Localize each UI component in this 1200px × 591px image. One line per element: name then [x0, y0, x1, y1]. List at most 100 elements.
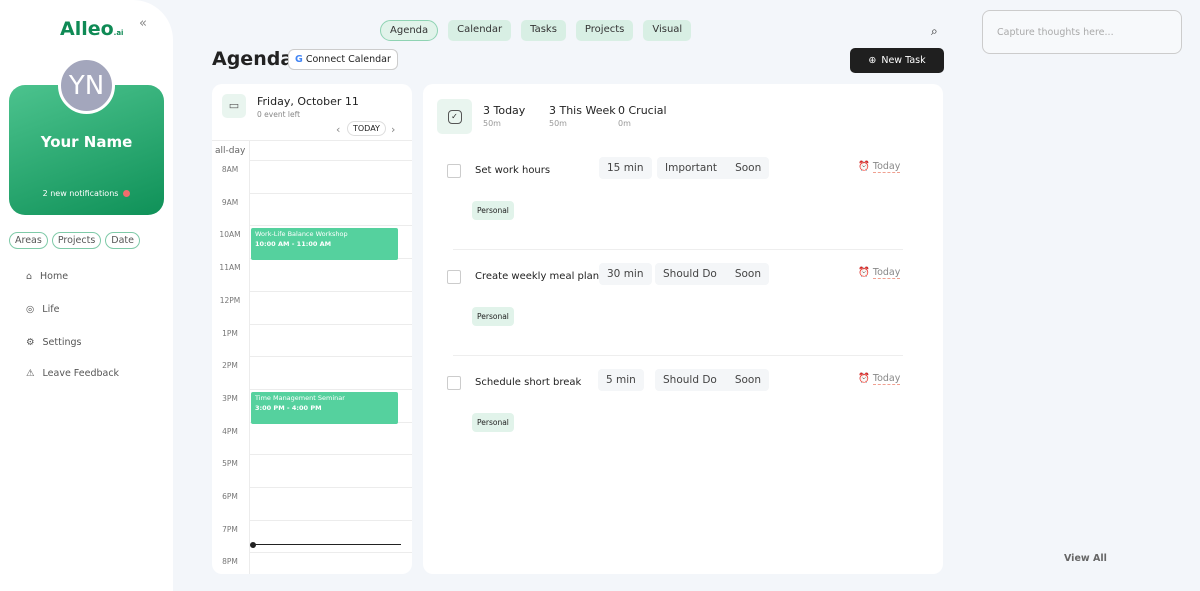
hour-label: 11AM [219, 263, 241, 273]
summary-crucial[interactable]: 0 Crucial 0m [618, 104, 667, 128]
hour-label: 3PM [222, 393, 238, 403]
capture-thoughts-input[interactable]: Capture thoughts here... [982, 10, 1182, 54]
calendar-event[interactable]: Time Management Seminar 3:00 PM - 4:00 PM [251, 391, 398, 424]
nav-life[interactable]: ◎ Life [26, 304, 166, 315]
task-tag[interactable]: Personal [472, 307, 514, 326]
hour-label: 9AM [221, 197, 239, 207]
task-tag[interactable]: Personal [472, 201, 514, 220]
alarm-icon: ⏰ [858, 161, 870, 172]
filter-areas[interactable]: Areas [9, 232, 48, 249]
logo-text: Alleo [60, 18, 114, 40]
hour-label: 1PM [222, 328, 238, 338]
now-dot [250, 542, 256, 548]
tab-projects[interactable]: Projects [575, 20, 634, 41]
task-title[interactable]: Set work hours [475, 165, 551, 176]
hour-line [249, 192, 412, 194]
task-priority[interactable]: Should Do Soon [655, 369, 769, 391]
nav-feedback[interactable]: ⚠ Leave Feedback [26, 368, 166, 379]
event-time: 10:00 AM - 11:00 AM [255, 240, 332, 249]
tab-calendar[interactable]: Calendar [448, 20, 512, 41]
hour-label: 2PM [222, 361, 238, 371]
event-title: Time Management Seminar [255, 393, 345, 402]
hour-label: 5PM [222, 459, 238, 469]
new-task-button[interactable]: ⊕ New Task [850, 48, 944, 73]
all-day-label: all-day [215, 146, 246, 156]
task-duration[interactable]: 30 min [599, 263, 652, 285]
view-all-link[interactable]: View All [1064, 553, 1107, 564]
task-duration[interactable]: 5 min [598, 369, 644, 391]
prev-day-icon[interactable]: ‹ [336, 123, 341, 136]
hour-line [249, 552, 412, 554]
user-name: Your Name [40, 133, 133, 151]
gear-icon: ⚙ [26, 337, 35, 348]
connect-calendar-label: Connect Calendar [305, 54, 391, 65]
today-button[interactable]: TODAY [347, 121, 386, 136]
hour-label: 12PM [219, 295, 241, 305]
task-due[interactable]: ⏰ Today [858, 161, 901, 173]
hour-line [249, 388, 412, 390]
tab-tasks[interactable]: Tasks [521, 20, 566, 41]
nav-label: Leave Feedback [42, 368, 120, 379]
next-day-icon[interactable]: › [391, 123, 396, 136]
search-icon[interactable]: ⌕ [931, 24, 938, 38]
calendar-event[interactable]: Work-Life Balance Workshop 10:00 AM - 11:… [251, 228, 398, 261]
collapse-sidebar-icon[interactable]: « [139, 16, 147, 31]
page-title: Agenda [212, 48, 294, 70]
notification-dot-icon [123, 190, 131, 197]
hour-line [249, 160, 412, 161]
task-tag[interactable]: Personal [472, 413, 514, 432]
top-nav: Agenda Calendar Tasks Projects Visual [380, 20, 692, 41]
tasks-panel: ✓ 3 Today 50m 3 This Week 50m 0 Crucial 0m … [423, 84, 943, 574]
google-icon: G [295, 54, 303, 65]
hour-line [249, 519, 412, 521]
nav-home[interactable]: ⌂ Home [26, 271, 166, 282]
hour-label: 7PM [222, 524, 238, 534]
tab-agenda[interactable]: Agenda [380, 20, 439, 41]
sidebar: Alleo.ai « YN Your Name 2 new notificati… [0, 0, 173, 591]
task-checkbox[interactable] [447, 270, 461, 284]
logo[interactable]: Alleo.ai [60, 18, 123, 40]
hour-label: 6PM [222, 492, 238, 501]
hour-line [249, 487, 412, 488]
nav-label: Home [40, 271, 69, 282]
events-left: 0 event left [257, 110, 301, 119]
summary-week[interactable]: 3 This Week 50m [549, 104, 616, 128]
nav-label: Settings [42, 337, 82, 348]
task-title[interactable]: Create weekly meal plan [475, 271, 600, 282]
hour-line [249, 356, 412, 358]
hour-label: 8PM [222, 557, 238, 567]
task-due[interactable]: ⏰ Today [858, 373, 901, 385]
event-time: 3:00 PM - 4:00 PM [255, 403, 322, 412]
calendar-panel: ▭ Friday, October 11 0 event left ‹ TODA… [212, 84, 412, 574]
tasks-check-icon: ✓ [437, 99, 472, 134]
task-priority[interactable]: Important Soon [657, 157, 770, 179]
task-checkbox[interactable] [447, 164, 461, 178]
hour-line [249, 323, 412, 325]
new-task-label: New Task [881, 55, 926, 66]
task-title[interactable]: Schedule short break [475, 377, 582, 388]
task-priority[interactable]: Should Do Soon [655, 263, 769, 285]
home-icon: ⌂ [26, 271, 33, 282]
hour-label: 8AM [221, 165, 239, 174]
plus-circle-icon: ⊕ [868, 55, 877, 66]
calendar-date: Friday, October 11 [257, 95, 359, 108]
task-duration[interactable]: 15 min [599, 157, 652, 179]
hour-line [249, 454, 412, 456]
nav-label: Life [42, 304, 60, 315]
task-checkbox[interactable] [447, 376, 461, 390]
avatar[interactable]: YN [58, 57, 115, 114]
connect-calendar-button[interactable]: G Connect Calendar [288, 49, 398, 70]
task-due[interactable]: ⏰ Today [858, 267, 901, 279]
tab-visual[interactable]: Visual [643, 20, 692, 41]
alarm-icon: ⏰ [858, 267, 870, 278]
event-title: Work-Life Balance Workshop [255, 230, 348, 239]
filter-date[interactable]: Date [105, 232, 140, 249]
hour-label: 4PM [222, 426, 238, 436]
alarm-icon: ⏰ [858, 373, 870, 384]
summary-today[interactable]: 3 Today 50m [483, 104, 526, 128]
filter-projects[interactable]: Projects [51, 232, 102, 249]
notifications[interactable]: 2 new notifications [9, 189, 164, 198]
logo-suffix: .ai [113, 29, 124, 37]
nav-settings[interactable]: ⚙ Settings [26, 337, 166, 348]
filters: Areas Projects Date [9, 232, 140, 249]
